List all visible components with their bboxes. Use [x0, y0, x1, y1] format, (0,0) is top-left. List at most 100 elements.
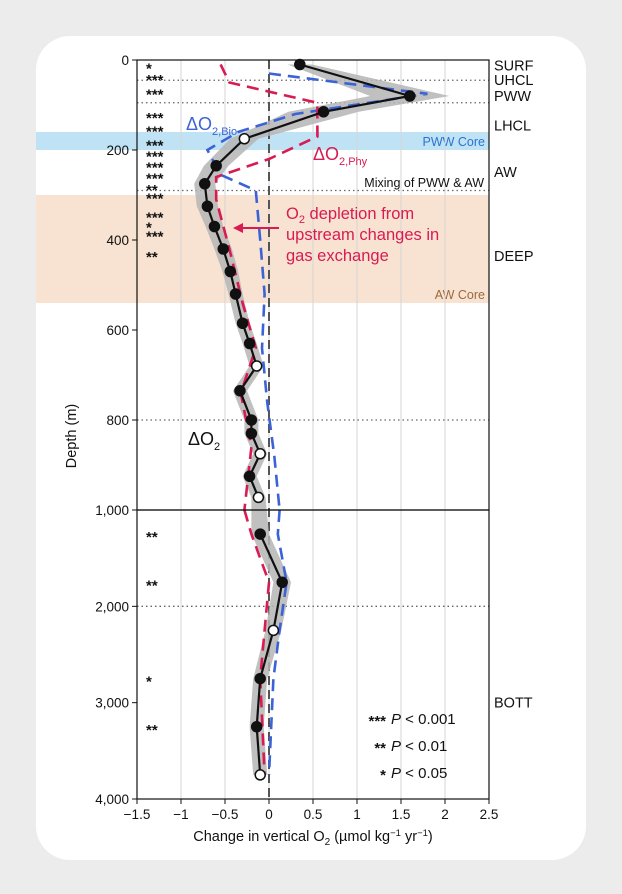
x-axis-label: Change in vertical O2 (µmol kg−1 yr−1) — [193, 828, 433, 848]
series-label-delta-o2-sub: 2 — [214, 441, 220, 453]
depletion-prefix-sub: 2 — [299, 214, 305, 226]
x-axis-label-main: Change in vertical O — [193, 829, 324, 845]
data-point — [224, 265, 237, 278]
data-point — [276, 576, 288, 588]
depletion-text-line2: upstream changes in — [286, 226, 439, 244]
depletion-arrow-head — [233, 223, 243, 233]
data-point-open — [267, 624, 280, 637]
pww-core-band-label: PWW Core — [423, 135, 486, 149]
data-point — [245, 427, 258, 440]
significance-marker: *** — [146, 137, 164, 154]
significance-marker: ** — [146, 722, 158, 739]
x-tick-label: 0.5 — [304, 807, 323, 822]
y-tick-label: 200 — [106, 143, 129, 158]
data-point-open — [250, 360, 263, 372]
y-tick-label: 800 — [106, 413, 129, 428]
series-label-phy-main: ΔO — [313, 144, 339, 164]
layer-label-pww: PWW — [494, 89, 531, 105]
depletion-line1: depletion from — [305, 205, 414, 223]
data-point — [199, 178, 211, 190]
layer-label-uhcl: UHCL — [494, 73, 533, 89]
mixing-annotation: Mixing of PWW & AW — [364, 176, 484, 190]
significance-marker: *** — [146, 190, 164, 207]
significance-marker: *** — [146, 110, 164, 127]
significance-marker: *** — [146, 87, 164, 104]
significance-marker: ** — [146, 529, 158, 546]
legend-threshold: < 0.01 — [401, 738, 447, 755]
data-point — [317, 106, 330, 118]
significance-marker: * — [146, 674, 152, 691]
data-point — [201, 200, 214, 212]
data-point — [234, 385, 246, 397]
depletion-text-line3: gas exchange — [286, 247, 389, 265]
layer-label-surf: SURF — [494, 58, 534, 74]
layer-label-aw: AW — [494, 165, 517, 181]
data-point — [250, 721, 263, 733]
series-line-2-phy — [243, 510, 271, 775]
legend-threshold: < 0.001 — [401, 711, 456, 728]
series-label-bio-main: ΔO — [186, 114, 212, 134]
data-point — [210, 160, 222, 172]
data-point-open — [254, 448, 266, 460]
significance-marker: * — [146, 219, 152, 236]
y-tick-label: 4,000 — [95, 792, 129, 807]
series-label-bio-sub: 2,Bio — [212, 126, 237, 138]
legend-p-symbol: P — [391, 711, 401, 728]
legend-text: P < 0.01 — [391, 738, 447, 755]
figure-card: PWW Core AW Core −1.5 −1 −0.5 0 0.5 1 1.5 2 2.5 0 2… — [36, 36, 586, 860]
series-line-2-bio — [205, 72, 428, 510]
x-tick-label: 2 — [441, 807, 449, 822]
significance-marker: * — [146, 60, 152, 77]
legend-stars: ** — [374, 740, 386, 757]
data-point-open — [254, 769, 266, 781]
layer-label-deep: DEEP — [494, 249, 534, 265]
delta-o2-line-lower — [255, 533, 284, 775]
significance-marker: *** — [146, 123, 164, 140]
significance-marker: ** — [146, 182, 158, 199]
data-point — [254, 672, 266, 685]
significance-marker: *** — [146, 159, 164, 176]
legend-p-symbol: P — [391, 765, 401, 782]
significance-marker: ** — [146, 577, 158, 594]
data-point — [243, 337, 256, 350]
x-tick-label: −0.5 — [212, 807, 239, 822]
data-point — [404, 90, 416, 102]
x-tick-label: −1.5 — [124, 807, 151, 822]
data-point — [208, 220, 221, 233]
layer-label-bott: BOTT — [494, 696, 533, 712]
data-point — [217, 243, 229, 255]
y-tick-label: 3,000 — [95, 696, 129, 711]
x-axis-label-units-mid: yr — [401, 829, 417, 845]
y-tick-label: 0 — [121, 53, 129, 68]
depletion-text-line1: O2 depletion from — [286, 205, 414, 226]
layer-label-lhcl: LHCL — [494, 118, 531, 134]
significance-marker: *** — [146, 149, 164, 166]
data-point — [294, 58, 306, 71]
x-tick-label: −1 — [173, 807, 188, 822]
data-point — [236, 317, 249, 329]
x-axis-label-units: (µmol kg — [330, 829, 390, 845]
x-axis-label-close: ) — [428, 829, 433, 845]
legend-stars: *** — [368, 713, 386, 730]
x-tick-label: 1 — [353, 807, 361, 822]
legend-threshold: < 0.05 — [401, 765, 447, 782]
legend-stars: * — [380, 767, 386, 784]
legend-p-symbol: P — [391, 738, 401, 755]
pww-core-band — [36, 132, 489, 150]
y-axis-label: Depth (m) — [64, 404, 80, 468]
data-point-open — [252, 491, 265, 504]
x-axis-label-exp1: −1 — [390, 828, 401, 839]
aw-core-band — [36, 195, 489, 303]
x-tick-label: 2.5 — [480, 807, 499, 822]
y-tick-label: 1,000 — [95, 503, 129, 518]
significance-marker: ** — [146, 249, 158, 266]
data-point-open — [238, 133, 251, 145]
x-tick-label: 0 — [265, 807, 273, 822]
significance-marker: *** — [146, 72, 164, 89]
series-label-delta-o2: ΔO2 — [188, 429, 220, 453]
series-label-phy: ΔO2,Phy — [313, 144, 368, 168]
series-label-phy-sub: 2,Phy — [339, 156, 368, 168]
x-axis-label-exp2: −1 — [417, 828, 428, 839]
data-point — [229, 288, 242, 300]
data-point — [245, 414, 258, 426]
